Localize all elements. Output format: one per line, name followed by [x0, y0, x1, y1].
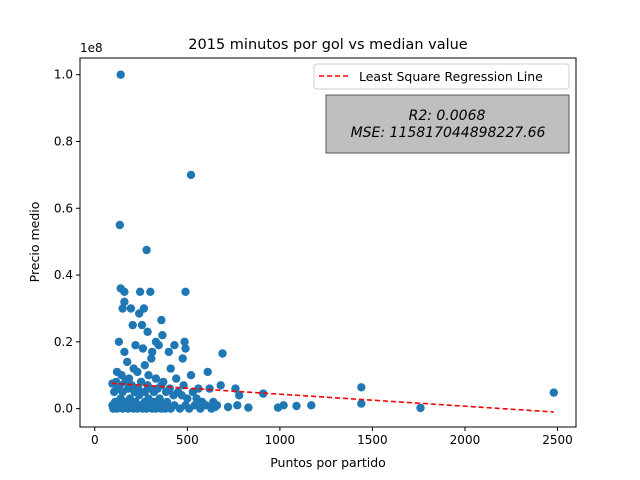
data-point: [115, 220, 125, 230]
data-point: [144, 371, 153, 380]
data-point: [154, 341, 163, 350]
data-point: [235, 391, 244, 400]
data-point: [123, 357, 132, 367]
r2-text: R2: 0.0068: [409, 108, 486, 124]
data-point: [143, 327, 152, 336]
data-point: [128, 320, 137, 330]
mse-text: MSE: 115817044898227.66: [351, 125, 546, 141]
regression-line: [111, 382, 554, 413]
y-axis-label: Precio medio: [27, 202, 42, 283]
data-point: [186, 371, 196, 380]
y-axis: 0.0 0.2 0.4 0.6 0.8 1.0: [54, 68, 80, 416]
data-point: [218, 349, 227, 358]
legend-label: Least Square Regression Line: [359, 69, 543, 84]
points-layer: [108, 70, 558, 413]
legend: Least Square Regression Line: [313, 63, 570, 90]
data-point: [203, 367, 212, 377]
data-point: [138, 344, 148, 353]
data-point: [210, 402, 220, 412]
data-point: [135, 287, 145, 296]
data-point: [357, 399, 366, 408]
data-point: [180, 337, 189, 346]
y-tick-label: 0.4: [54, 268, 73, 282]
x-tick-label: 1500: [357, 433, 388, 447]
data-point: [216, 381, 225, 390]
data-point: [120, 297, 129, 306]
x-tick-label: 2500: [542, 433, 573, 447]
data-point: [114, 337, 124, 346]
data-point: [170, 341, 179, 350]
data-point: [279, 401, 288, 410]
regression-line-layer: [111, 382, 554, 413]
data-point: [205, 384, 214, 393]
data-point: [164, 347, 173, 357]
x-axis-label: Puntos por partido: [270, 455, 386, 470]
data-point: [126, 304, 136, 313]
data-point: [158, 331, 167, 340]
data-point: [244, 403, 253, 412]
data-point: [151, 374, 161, 383]
data-point: [135, 391, 144, 400]
y-tick-label: 0.0: [54, 402, 73, 416]
data-point: [140, 361, 149, 370]
chart-title: 2015 minutos por gol vs median value: [188, 37, 468, 53]
data-point: [186, 170, 196, 180]
y-tick-label: 0.2: [54, 335, 73, 349]
data-point: [181, 344, 190, 353]
data-point: [135, 309, 144, 318]
data-point: [357, 383, 366, 392]
data-point: [416, 403, 425, 413]
data-point: [307, 401, 316, 410]
y-tick-label: 0.8: [54, 134, 73, 148]
data-point: [131, 341, 140, 350]
data-point: [196, 404, 205, 413]
x-axis: 0 500 1000 1500 2000 2500: [91, 427, 573, 447]
data-point: [223, 402, 233, 412]
plot-frame: [79, 57, 577, 428]
y-offset-label: 1e8: [80, 41, 103, 55]
data-point: [142, 245, 151, 255]
data-point: [181, 287, 190, 296]
data-point: [178, 354, 187, 363]
data-point: [162, 397, 172, 407]
metrics-box: [325, 94, 570, 154]
x-tick-label: 500: [176, 433, 199, 447]
x-tick-label: 1000: [265, 433, 296, 447]
data-point: [147, 354, 156, 363]
data-point: [549, 388, 558, 397]
data-point: [146, 287, 155, 296]
data-point: [137, 320, 147, 330]
data-point: [134, 384, 143, 393]
data-point: [188, 387, 198, 397]
data-point: [166, 364, 175, 373]
x-tick-label: 2000: [450, 433, 481, 447]
data-point: [117, 371, 126, 380]
data-point: [233, 401, 242, 410]
data-point: [116, 70, 125, 79]
data-point: [155, 394, 164, 403]
data-point: [120, 347, 129, 357]
data-point: [120, 287, 129, 296]
y-tick-label: 1.0: [54, 68, 73, 82]
data-point: [157, 315, 166, 325]
legend-box: [313, 63, 570, 90]
data-point: [148, 347, 157, 357]
data-point: [292, 401, 301, 411]
metrics-annotation: R2: 0.0068 MSE: 115817044898227.66: [325, 94, 570, 154]
y-tick-label: 0.6: [54, 201, 73, 215]
data-point: [183, 394, 192, 403]
data-point: [136, 377, 146, 387]
data-point: [172, 374, 181, 383]
x-tick-label: 0: [91, 433, 99, 447]
data-point: [133, 367, 142, 377]
data-point: [118, 304, 127, 313]
